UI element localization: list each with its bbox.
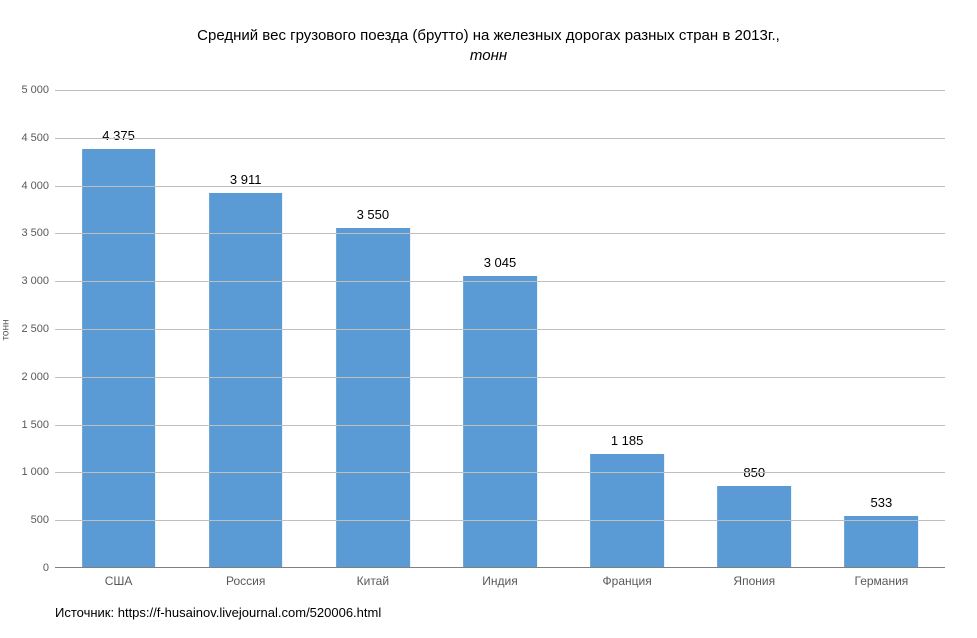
gridline <box>55 377 945 378</box>
gridline <box>55 138 945 139</box>
bar: 850 <box>717 486 791 567</box>
ytick-label: 0 <box>43 562 49 574</box>
gridline <box>55 281 945 282</box>
xtick-label: Китай <box>357 574 389 588</box>
gridline <box>55 186 945 187</box>
bar: 3 045 <box>463 276 537 567</box>
bar: 3 550 <box>336 228 410 567</box>
chart-title-line1: Средний вес грузового поезда (брутто) на… <box>0 26 977 46</box>
xtick-label: США <box>105 574 133 588</box>
gridline <box>55 233 945 234</box>
bar-value-label: 3 045 <box>484 255 517 270</box>
bar-value-label: 533 <box>871 495 893 510</box>
ytick-label: 5 000 <box>21 84 49 96</box>
ytick-label: 3 000 <box>21 275 49 287</box>
chart-title-line2: тонн <box>0 46 977 66</box>
ytick-label: 500 <box>31 514 49 526</box>
y-axis-label: тонн <box>1 319 12 340</box>
ytick-label: 1 000 <box>21 466 49 478</box>
bar-value-label: 3 550 <box>357 207 390 222</box>
bar: 4 375 <box>82 149 156 567</box>
gridline <box>55 472 945 473</box>
xtick-label: Индия <box>482 574 517 588</box>
bar: 3 911 <box>209 193 283 567</box>
bar-chart: Средний вес грузового поезда (брутто) на… <box>0 0 977 638</box>
ytick-label: 1 500 <box>21 419 49 431</box>
xtick-label: Германия <box>855 574 909 588</box>
bar-value-label: 4 375 <box>102 128 135 143</box>
ytick-label: 2 000 <box>21 371 49 383</box>
ytick-label: 2 500 <box>21 323 49 335</box>
ytick-label: 4 000 <box>21 180 49 192</box>
ytick-label: 4 500 <box>21 132 49 144</box>
chart-title: Средний вес грузового поезда (брутто) на… <box>0 26 977 67</box>
xtick-label: Франция <box>603 574 652 588</box>
bar: 533 <box>845 516 919 567</box>
xtick-label: Япония <box>733 574 775 588</box>
gridline <box>55 425 945 426</box>
bar-value-label: 1 185 <box>611 433 644 448</box>
gridline <box>55 520 945 521</box>
xtick-label: Россия <box>226 574 265 588</box>
source-text: Источник: https://f-husainov.livejournal… <box>55 605 381 620</box>
plot-area: 4 375США3 911Россия3 550Китай3 045Индия1… <box>55 90 945 568</box>
gridline <box>55 90 945 91</box>
bar: 1 185 <box>590 454 664 567</box>
gridline <box>55 329 945 330</box>
ytick-label: 3 500 <box>21 227 49 239</box>
